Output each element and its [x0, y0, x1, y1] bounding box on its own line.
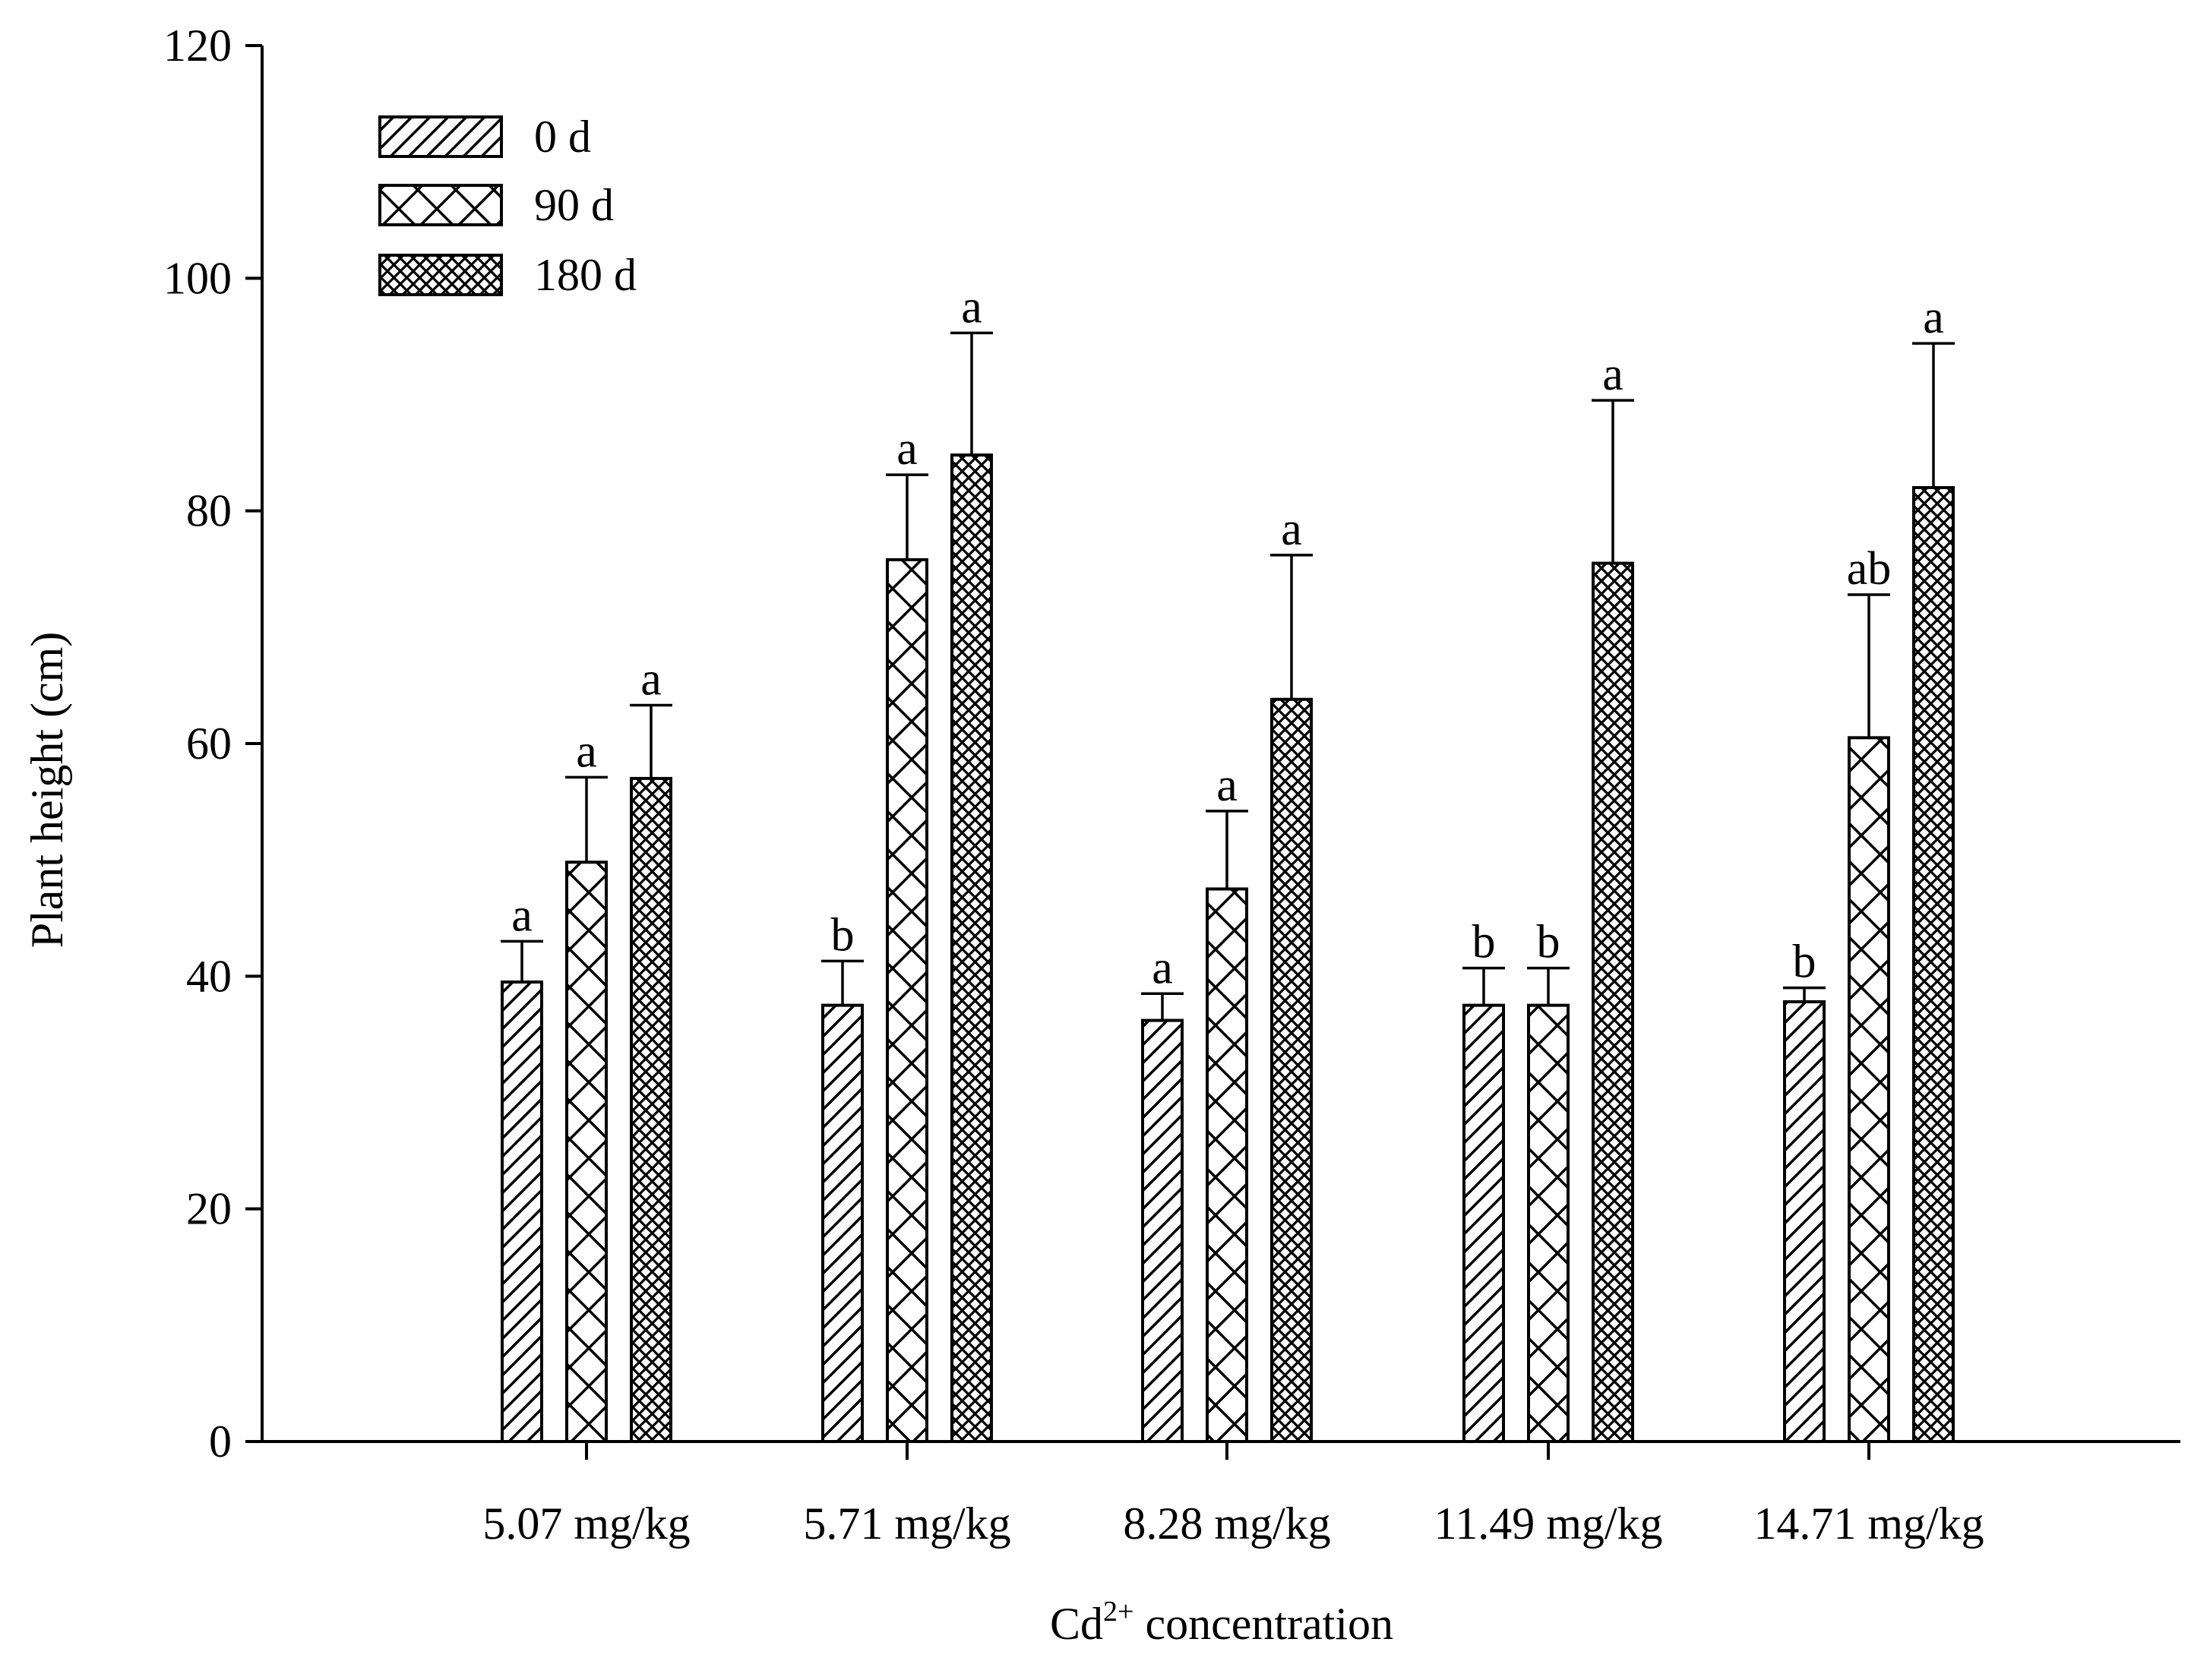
significance-label: b: [1537, 917, 1560, 968]
bar: [1141, 1018, 1184, 1443]
x-tick-label: 5.71 mg/kg: [803, 1498, 1010, 1549]
bar: [1592, 561, 1634, 1443]
x-axis-title-main: Cd: [1050, 1599, 1103, 1649]
significance-label: b: [1793, 936, 1816, 988]
significance-label: a: [576, 725, 597, 777]
legend-label: 180 d: [534, 250, 637, 300]
bar: [501, 980, 543, 1444]
bar: [950, 453, 993, 1444]
legend-swatch: [378, 115, 503, 158]
y-tick-label: 80: [186, 486, 232, 536]
bar: [1783, 1000, 1826, 1443]
y-tick-label: 20: [186, 1184, 232, 1234]
significance-label: a: [896, 423, 918, 475]
significance-label: b: [831, 909, 855, 961]
bar: [1462, 1003, 1505, 1443]
x-tick-label: 8.28 mg/kg: [1123, 1498, 1330, 1549]
y-tick-label: 60: [186, 718, 232, 769]
bar: [630, 776, 672, 1443]
legend-label: 0 d: [534, 112, 591, 162]
x-tick-label: 11.49 mg/kg: [1434, 1498, 1662, 1549]
bar: [1912, 486, 1955, 1443]
significance-label: a: [1152, 942, 1173, 993]
bar: [1206, 887, 1248, 1444]
y-tick-label: 40: [186, 951, 232, 1001]
x-tick-label: 5.07 mg/kg: [482, 1498, 690, 1549]
legend-swatch: [378, 254, 503, 296]
x-tick-label: 14.71 mg/kg: [1753, 1498, 1984, 1549]
bar: [565, 861, 608, 1443]
legend-label: 90 d: [534, 180, 614, 230]
bar: [886, 557, 928, 1443]
bar: [821, 1003, 864, 1443]
significance-label: a: [640, 653, 662, 705]
y-tick-label: 120: [163, 21, 232, 71]
significance-label: a: [1923, 292, 1944, 343]
y-axis-title: Plant height (cm): [22, 632, 72, 949]
bar: [1527, 1003, 1570, 1443]
legend-swatch: [378, 184, 503, 226]
significance-label: ab: [1847, 543, 1892, 595]
x-axis-title-superscript: 2+: [1103, 1596, 1133, 1628]
significance-label: a: [961, 281, 982, 333]
significance-label: a: [1216, 759, 1238, 811]
significance-label: a: [511, 889, 533, 941]
y-tick-label: 100: [163, 253, 232, 303]
bar: [1848, 736, 1890, 1443]
y-tick-label: 0: [209, 1416, 232, 1467]
x-axis-title-suffix: concentration: [1133, 1599, 1393, 1649]
significance-label: a: [1281, 504, 1302, 555]
bar: [1270, 697, 1313, 1443]
significance-label: a: [1602, 349, 1624, 400]
significance-label: b: [1472, 917, 1496, 968]
x-axis-title: Cd2+ concentration: [1050, 1596, 1393, 1649]
